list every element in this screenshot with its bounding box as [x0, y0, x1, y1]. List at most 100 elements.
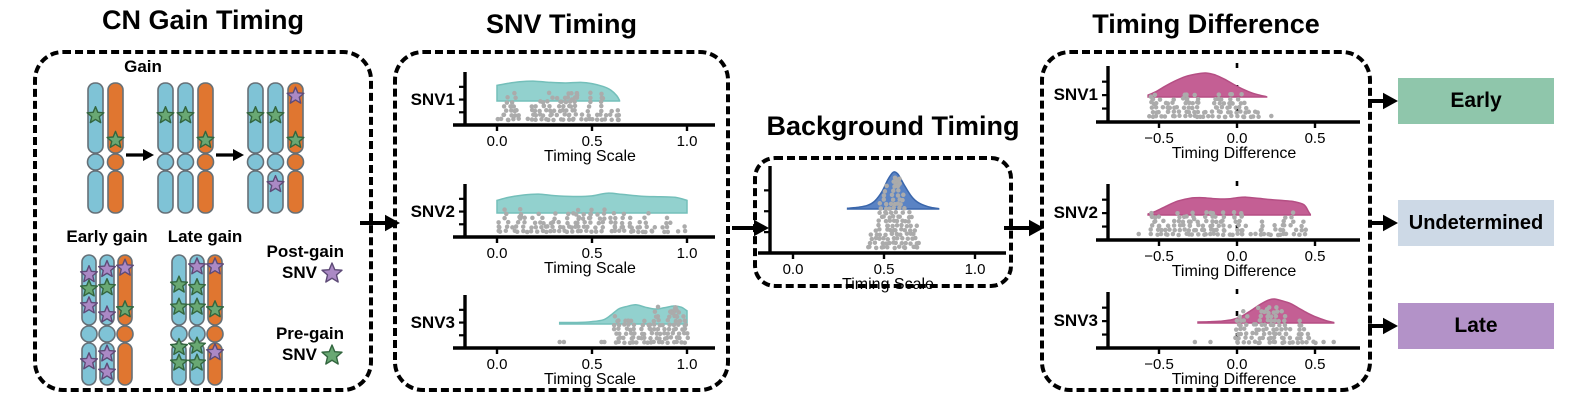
tick-label-snv3-1: 0.5: [581, 356, 603, 373]
star-icon: [205, 300, 225, 318]
axes-snv1: [453, 72, 715, 131]
axis-label-td2: Timing Difference: [1171, 263, 1297, 280]
tick-label-td3-0: −0.5: [1144, 356, 1174, 373]
tick-label-td2-1: 0.0: [1226, 248, 1248, 265]
tick-label-snv3-2: 1.0: [676, 356, 698, 373]
star-icon: [79, 296, 99, 314]
axes-td1: [1096, 66, 1360, 128]
outcome-undetermined-label: Undetermined: [1408, 212, 1544, 234]
star-icon: [286, 130, 305, 149]
star-icon: [169, 297, 189, 315]
star-icon: [286, 86, 305, 104]
dot-cloud-snv1: [495, 90, 622, 123]
star-icon: [115, 300, 135, 318]
panel-title-timing-difference: Timing Difference: [1092, 9, 1320, 39]
outcome-early-box: Early: [1398, 78, 1554, 124]
tick-label-snv1-0: 0.0: [486, 133, 508, 150]
plot-snv2: [496, 192, 688, 214]
legend-pre-gain-line1: Pre-gain: [275, 324, 344, 343]
axis-label-td3: Timing Difference: [1171, 371, 1297, 388]
row-label-snv2: SNV2: [410, 201, 455, 221]
early-late-chromosome-row: [79, 254, 225, 386]
density-curve-td2: [1147, 196, 1312, 216]
tick-label-bg-2: 1.0: [964, 261, 986, 278]
star-icon: [266, 174, 285, 193]
star-icon: [187, 297, 207, 315]
star-icon: [86, 105, 105, 124]
dot-cloud-bg: [866, 175, 921, 251]
tick-label-bg-1: 0.5: [873, 261, 895, 278]
dot-cloud-snv2: [496, 206, 688, 235]
dot-cloud-snv3: [557, 304, 691, 346]
star-icon: [187, 336, 207, 354]
early-gain-label: Early gain: [66, 227, 148, 246]
outcome-late-label: Late: [1454, 314, 1498, 337]
dot-cloud-td1: [1147, 91, 1274, 120]
plot-td2: [1147, 181, 1312, 238]
dot-cloud-td2: [1136, 210, 1309, 238]
star-icon: [176, 105, 195, 124]
tick-label-snv2-2: 1.0: [676, 245, 698, 262]
star-icon: [169, 275, 189, 293]
density-curve-snv1: [496, 80, 621, 102]
star-icon: [205, 343, 225, 361]
star-icon: [79, 265, 99, 283]
tick-label-td1-0: −0.5: [1144, 130, 1174, 147]
star-icon: [115, 258, 135, 276]
axes-td2: [1096, 184, 1360, 246]
axis-label-snv1: Timing Scale: [544, 148, 636, 165]
axes-bg: [758, 166, 1006, 259]
pre-gain-snv-star-icon: [320, 344, 344, 366]
dot-cloud-td3: [1192, 305, 1336, 346]
panel-title-background-timing: Background Timing: [766, 111, 1020, 141]
star-icon: [97, 305, 117, 323]
star-icon: [79, 352, 99, 370]
star-icon: [169, 337, 189, 356]
star-icon: [97, 362, 117, 380]
post-gain-snv-star-icon: [320, 262, 344, 284]
row-label-td2: SNV2: [1053, 203, 1098, 222]
star-icon: [97, 259, 117, 278]
flow-arrows: [360, 92, 1398, 335]
axis-label-snv3: Timing Scale: [544, 371, 636, 388]
row-label-td1: SNV1: [1053, 85, 1098, 104]
star-icon: [205, 257, 225, 275]
star-icon: [187, 278, 207, 296]
star-icon: [97, 278, 117, 296]
row-label-td3: SNV3: [1053, 311, 1098, 330]
axis-label-td1: Timing Difference: [1171, 145, 1297, 162]
star-icon: [169, 353, 189, 371]
axes-td3: [1096, 292, 1360, 354]
late-gain-label: Late gain: [167, 227, 243, 246]
row-label-snv1: SNV1: [410, 89, 455, 109]
axes-snv2: [453, 184, 715, 243]
legend-post-gain-line2: SNV: [200, 262, 344, 284]
star-icon: [187, 257, 207, 275]
tick-label-snv1-2: 1.0: [676, 133, 698, 150]
tick-label-snv1-1: 0.5: [581, 133, 603, 150]
panel-title-cn-gain-timing: CN Gain Timing: [101, 5, 304, 35]
tick-label-td1-1: 0.0: [1226, 130, 1248, 147]
star-icon: [79, 279, 99, 297]
outcome-undetermined-box: Undetermined: [1398, 200, 1554, 246]
tick-label-snv3-0: 0.0: [486, 356, 508, 373]
star-icon: [196, 130, 215, 149]
tick-label-td2-2: 0.5: [1304, 248, 1326, 265]
plot-snv1: [496, 80, 621, 102]
star-icon: [106, 130, 125, 149]
tick-label-bg-0: 0.0: [782, 261, 804, 278]
star-icon: [246, 105, 265, 124]
density-curve-snv2: [496, 192, 688, 214]
axes-snv3: [453, 295, 715, 354]
legend-pre-gain-snv: Pre-gain SNV: [200, 324, 344, 366]
legend-pre-gain-line2: SNV: [200, 344, 344, 366]
legend-post-gain-line1: Post-gain: [266, 242, 344, 261]
star-icon: [156, 105, 175, 124]
star-icon: [266, 105, 285, 124]
tick-label-snv2-1: 0.5: [581, 245, 603, 262]
star-icon: [97, 344, 117, 362]
outcome-late-box: Late: [1398, 303, 1554, 349]
gain-chromosome-row: [86, 82, 305, 214]
tick-label-td2-0: −0.5: [1144, 248, 1174, 265]
axis-label-snv2: Timing Scale: [544, 260, 636, 277]
